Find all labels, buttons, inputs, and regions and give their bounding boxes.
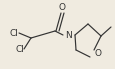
Text: N: N — [65, 30, 72, 39]
Text: O: O — [94, 49, 101, 59]
Text: O: O — [58, 4, 65, 12]
Text: Cl: Cl — [9, 28, 18, 37]
Text: Cl: Cl — [15, 45, 24, 55]
